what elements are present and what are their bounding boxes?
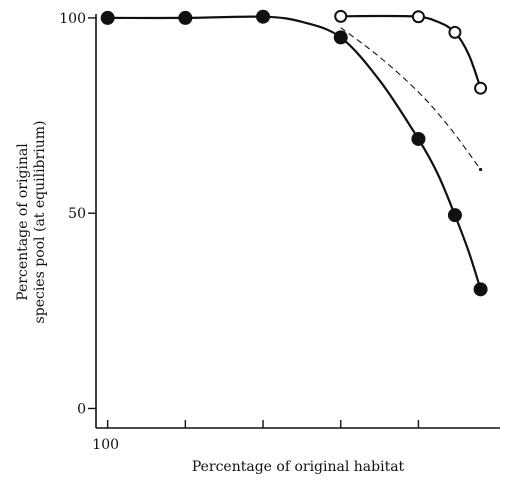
filled-data-point <box>333 30 348 45</box>
filled-data-point <box>473 282 488 297</box>
filled-data-point <box>178 10 193 25</box>
y-tick-label: 100 <box>59 11 86 27</box>
open-data-point <box>411 10 425 24</box>
filled-data-point <box>411 131 426 146</box>
y-tick-label: 50 <box>68 206 86 222</box>
x-axis-label: Percentage of original habitat <box>192 459 405 475</box>
series-points <box>100 9 488 297</box>
open-data-point <box>334 9 348 23</box>
axes <box>95 14 500 429</box>
y-tick-label: 0 <box>77 401 86 417</box>
series-1-line <box>340 14 482 89</box>
dashed-end-point <box>478 167 483 172</box>
filled-data-point <box>256 9 271 24</box>
tick-labels: 0 50 100 100 <box>59 11 119 453</box>
filled-data-point <box>447 208 462 223</box>
ticks <box>88 17 420 428</box>
y-axis-label-line1: Percentage of original <box>15 143 31 301</box>
series-2-line <box>340 27 482 170</box>
open-data-point <box>474 81 488 95</box>
x-tick-label: 100 <box>92 437 119 453</box>
open-data-point <box>448 25 462 39</box>
series-lines <box>107 14 482 290</box>
series-0-line <box>107 15 482 290</box>
y-axis-label-line2: species pool (at equilibrium) <box>32 121 48 324</box>
filled-data-point <box>100 10 115 25</box>
